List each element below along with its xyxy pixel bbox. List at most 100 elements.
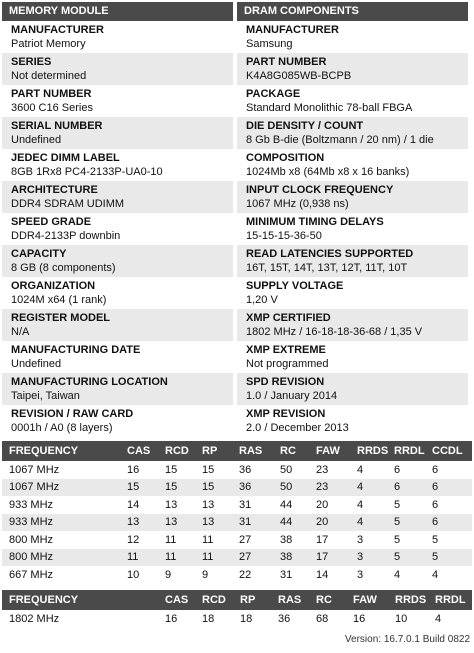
table-cell: 16 bbox=[127, 463, 140, 476]
memory-module-field-jedec-dimm-label: JEDEC DIMM LABEL 8GB 1Rx8 PC4-2133P-UA0-1… bbox=[2, 149, 233, 181]
table-cell: 667 MHz bbox=[9, 568, 54, 581]
table-cell: 11 bbox=[120, 548, 158, 566]
field-label: SERIES bbox=[11, 56, 52, 68]
table-cell: 27 bbox=[239, 533, 252, 546]
table-cell: 5 bbox=[432, 533, 439, 546]
table-cell: 13 bbox=[195, 513, 232, 531]
info-columns: MEMORY MODULE MANUFACTURER Patriot Memory… bbox=[2, 2, 472, 437]
field-value: Undefined bbox=[11, 358, 62, 370]
table-cell: 20 bbox=[316, 498, 329, 511]
table-row: 1802 MHz 16 18 18 36 68 16 10 4 bbox=[2, 610, 472, 629]
table-cell: 3 bbox=[350, 548, 387, 566]
table-cell: 44 bbox=[273, 513, 309, 531]
column-header-ccdl: CCDL bbox=[425, 441, 472, 461]
field-label: REGISTER MODEL bbox=[11, 312, 111, 324]
table-cell: 31 bbox=[280, 568, 293, 581]
table-row: 800 MHz 12 11 11 27 38 17 3 5 5 bbox=[2, 531, 472, 549]
table-cell: 22 bbox=[239, 568, 252, 581]
table-cell: 13 bbox=[120, 513, 158, 531]
field-value: 8 Gb B-die (Boltzmann / 20 nm) / 1 die bbox=[246, 134, 434, 146]
field-value: 2.0 / December 2013 bbox=[246, 422, 349, 434]
table-cell: 4 bbox=[394, 568, 401, 581]
field-label: REVISION / RAW CARD bbox=[11, 408, 134, 420]
table-cell: 15 bbox=[202, 463, 215, 476]
field-value: Samsung bbox=[246, 38, 293, 50]
field-value: Not programmed bbox=[246, 358, 329, 370]
table-row: 1067 MHz 15 15 15 36 50 23 4 6 6 bbox=[2, 478, 472, 496]
table-cell: 4 bbox=[432, 568, 439, 581]
table-cell: 1067 MHz bbox=[9, 463, 60, 476]
table-cell: 4 bbox=[350, 478, 387, 496]
table-cell: 6 bbox=[425, 513, 472, 531]
field-value: 0001h / A0 (8 layers) bbox=[11, 422, 113, 434]
version-label: Version: 16.7.0.1 Build 0822 bbox=[344, 633, 470, 645]
table-cell: 16 bbox=[165, 613, 178, 625]
table-row: 933 MHz 13 13 13 31 44 20 4 5 6 bbox=[2, 513, 472, 531]
field-value: 1,20 V bbox=[246, 294, 278, 306]
table-cell: 31 bbox=[232, 513, 273, 531]
dram-field-manufacturer: MANUFACTURER Samsung bbox=[237, 21, 468, 53]
memory-module-field-manufacturer: MANUFACTURER Patriot Memory bbox=[2, 21, 233, 53]
column-header-rp: RP bbox=[195, 441, 232, 461]
field-value: DDR4 SDRAM UDIMM bbox=[11, 198, 125, 210]
field-label: PART NUMBER bbox=[246, 56, 327, 68]
table-cell: 10 bbox=[395, 613, 408, 625]
memory-module-field-serial-number: SERIAL NUMBER Undefined bbox=[2, 117, 233, 149]
field-value: 8 GB (8 components) bbox=[11, 262, 116, 274]
table-cell: 11 bbox=[158, 548, 195, 566]
table-cell: 36 bbox=[232, 478, 273, 496]
table-cell: 6 bbox=[425, 478, 472, 496]
dram-field-input-clock-frequency: INPUT CLOCK FREQUENCY 1067 MHz (0,938 ns) bbox=[237, 181, 468, 213]
table-cell: 5 bbox=[394, 533, 401, 546]
memory-module-field-organization: ORGANIZATION 1024M x64 (1 rank) bbox=[2, 277, 233, 309]
field-label: PACKAGE bbox=[246, 88, 301, 100]
memory-module-field-architecture: ARCHITECTURE DDR4 SDRAM UDIMM bbox=[2, 181, 233, 213]
dram-field-spd-revision: SPD REVISION 1.0 / January 2014 bbox=[237, 373, 468, 405]
field-value: Not determined bbox=[11, 70, 87, 82]
column-header-rrds: RRDS bbox=[350, 441, 388, 461]
dram-field-xmp-revision: XMP REVISION 2.0 / December 2013 bbox=[237, 405, 468, 437]
table-cell: 23 bbox=[309, 478, 350, 496]
dram-field-package: PACKAGE Standard Monolithic 78-ball FBGA bbox=[237, 85, 468, 117]
field-label: XMP CERTIFIED bbox=[246, 312, 331, 324]
field-value: 1.0 / January 2014 bbox=[246, 390, 338, 402]
table-cell: 800 MHz bbox=[9, 533, 54, 546]
dram-field-read-latencies-supported: READ LATENCIES SUPPORTED 16T, 15T, 14T, 1… bbox=[237, 245, 468, 277]
table-cell: 13 bbox=[202, 498, 215, 511]
memory-module-column: MEMORY MODULE MANUFACTURER Patriot Memory… bbox=[2, 2, 233, 437]
jedec-timing-table: FREQUENCY CAS RCD RP RAS RC FAW RRDS RRDL CCDL 10… bbox=[2, 441, 472, 584]
table-cell: 20 bbox=[309, 513, 350, 531]
field-value: 1024Mb x8 (64Mb x8 x 16 banks) bbox=[246, 166, 410, 178]
column-header-frequency: FREQUENCY bbox=[2, 441, 120, 461]
memory-module-field-speed-grade: SPEED GRADE DDR4-2133P downbin bbox=[2, 213, 233, 245]
table-cell: 933 MHz bbox=[9, 498, 54, 511]
table-cell: 12 bbox=[127, 533, 140, 546]
field-label: MINIMUM TIMING DELAYS bbox=[246, 216, 384, 228]
dram-field-minimum-timing-delays: MINIMUM TIMING DELAYS 15-15-15-36-50 bbox=[237, 213, 468, 245]
column-header-cas: CAS bbox=[120, 441, 158, 461]
field-label: MANUFACTURER bbox=[11, 24, 104, 36]
table-cell: 9 bbox=[165, 568, 172, 581]
field-label: SERIAL NUMBER bbox=[11, 120, 103, 132]
column-header-rc: RC bbox=[273, 441, 309, 461]
field-value: Undefined bbox=[11, 134, 62, 146]
table-row: 933 MHz 14 13 13 31 44 20 4 5 6 bbox=[2, 496, 472, 514]
dram-field-composition: COMPOSITION 1024Mb x8 (64Mb x8 x 16 banks… bbox=[237, 149, 468, 181]
table-cell: 6 bbox=[387, 478, 425, 496]
field-label: XMP EXTREME bbox=[246, 344, 326, 356]
field-label: ARCHITECTURE bbox=[11, 184, 98, 196]
dram-field-supply-voltage: SUPPLY VOLTAGE 1,20 V bbox=[237, 277, 468, 309]
table-cell: 16 bbox=[353, 613, 366, 625]
field-label: READ LATENCIES SUPPORTED bbox=[246, 248, 414, 260]
table-cell: 14 bbox=[127, 498, 140, 511]
field-label: MANUFACTURING DATE bbox=[11, 344, 141, 356]
table-cell: 3 bbox=[357, 568, 364, 581]
table-cell: 4 bbox=[435, 613, 442, 625]
table-row: 667 MHz 10 9 9 22 31 14 3 4 4 bbox=[2, 566, 472, 584]
field-label: JEDEC DIMM LABEL bbox=[11, 152, 120, 164]
field-value: DDR4-2133P downbin bbox=[11, 230, 121, 242]
table-cell: 11 bbox=[202, 533, 214, 546]
field-value: 8GB 1Rx8 PC4-2133P-UA0-10 bbox=[11, 166, 163, 178]
spd-report: MEMORY MODULE MANUFACTURER Patriot Memory… bbox=[2, 2, 472, 645]
field-value: N/A bbox=[11, 326, 30, 338]
